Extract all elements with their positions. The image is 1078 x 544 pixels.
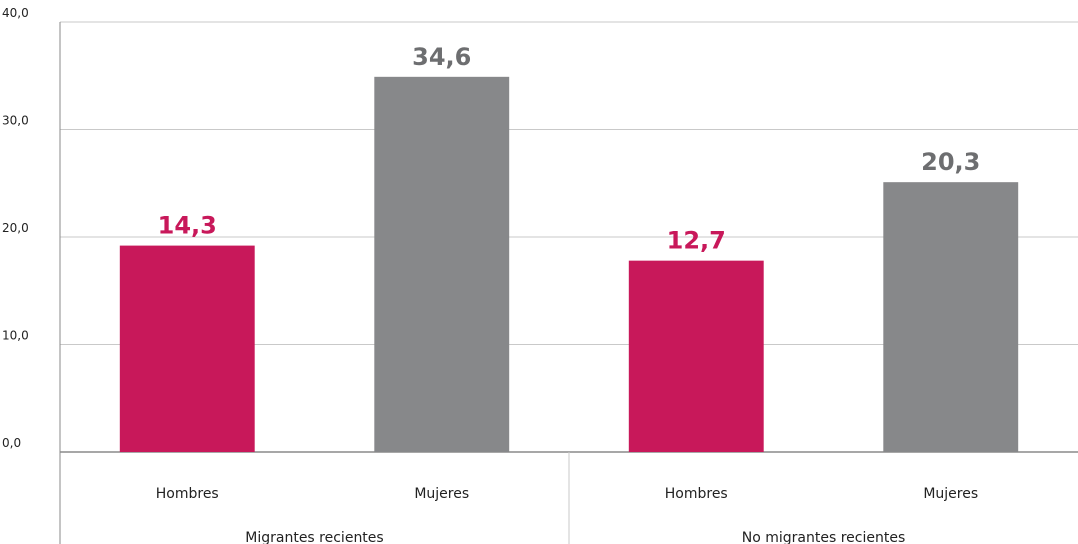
category-label: Hombres xyxy=(156,486,219,502)
bar xyxy=(374,76,510,452)
data-label: 20,3 xyxy=(921,148,980,176)
group-label: No migrantes recientes xyxy=(742,530,906,544)
category-label: Mujeres xyxy=(414,486,469,502)
category-label: Mujeres xyxy=(923,486,978,502)
bar xyxy=(883,182,1019,453)
labels: 0,0 10,0 20,0 30,0 40,0 14,3 Hombres 34,6 Mujere… xyxy=(2,6,980,544)
bar xyxy=(628,260,764,452)
bar xyxy=(119,245,255,452)
y-tick-label: 20,0 xyxy=(2,221,29,235)
y-tick-label: 10,0 xyxy=(2,329,29,343)
category-label: Hombres xyxy=(665,486,728,502)
bars xyxy=(119,76,1019,453)
y-tick-label: 30,0 xyxy=(2,114,29,128)
data-label: 14,3 xyxy=(158,212,217,240)
data-label: 12,7 xyxy=(667,227,726,255)
group-label: Migrantes recientes xyxy=(245,530,383,544)
y-tick-label: 40,0 xyxy=(2,6,29,20)
y-tick-label: 0,0 xyxy=(2,436,21,450)
data-label: 34,6 xyxy=(412,43,471,71)
